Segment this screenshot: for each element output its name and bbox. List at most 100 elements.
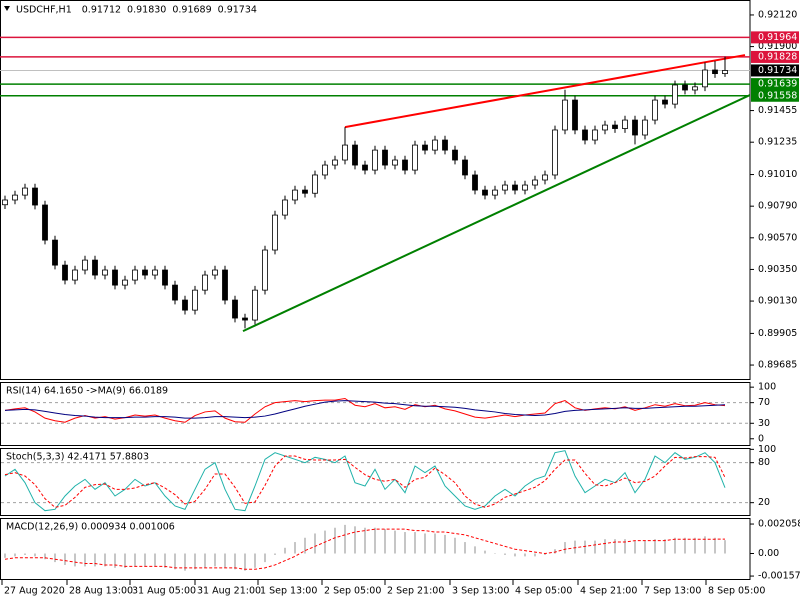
y-tick-label: 0.89905	[758, 328, 797, 339]
price-tag	[751, 50, 799, 63]
candle-body	[152, 269, 158, 276]
candle-body	[102, 269, 108, 276]
y-tick-label: 0.91235	[758, 137, 797, 148]
candle-body	[72, 269, 78, 281]
candle-body	[432, 139, 438, 151]
candle-body	[302, 189, 308, 194]
candle-body	[192, 289, 198, 311]
collapse-icon	[4, 6, 10, 11]
candle-body	[472, 174, 478, 191]
candle-body	[702, 69, 708, 88]
price-tag-label: 0.91734	[758, 65, 797, 76]
ohlc-value: 0.91689	[172, 5, 211, 16]
candle-body	[292, 189, 298, 201]
y-tick-label: 0.90790	[758, 201, 797, 212]
y-tick-label: 0.89685	[758, 360, 797, 371]
candle-body	[692, 86, 698, 91]
candle-body	[622, 119, 628, 129]
candle-body	[352, 144, 358, 166]
candle-body	[282, 199, 288, 216]
trendline	[242, 94, 750, 333]
y-tick-label: 0.002058	[758, 519, 800, 530]
x-tick-label: 2 Sep 05:00	[324, 586, 381, 597]
price-tag-label: 0.91964	[758, 32, 797, 43]
chart-title: USDCHF,H1	[16, 5, 72, 16]
y-tick-label: 0.91010	[758, 169, 797, 180]
y-tick-label: 100	[758, 444, 776, 455]
indicator-label: RSI(14) 64.1650 ->MA(9) 66.0189	[6, 386, 168, 397]
trendline	[344, 54, 746, 129]
y-tick-label: 0.90130	[758, 296, 797, 307]
candle-body	[712, 69, 718, 75]
candle-body	[502, 184, 508, 191]
price-plot	[0, 36, 750, 333]
candle-body	[132, 269, 138, 281]
candle-body	[372, 149, 378, 171]
candle-body	[312, 174, 318, 194]
candle-body	[92, 259, 98, 276]
candle-body	[722, 70, 728, 75]
candle-body	[602, 124, 608, 131]
candle-body	[12, 194, 18, 201]
x-tick-label: 1 Sep 13:00	[260, 586, 317, 597]
candle-body	[572, 99, 578, 131]
candle-body	[322, 164, 328, 176]
x-tick-label: 4 Sep 21:00	[580, 586, 637, 597]
candle-body	[232, 299, 238, 319]
indicator-line	[4, 400, 726, 419]
candle-body	[2, 199, 8, 206]
candle-body	[332, 159, 338, 166]
y-tick-label: 0.90570	[758, 232, 797, 243]
candle-body	[262, 249, 268, 291]
y-tick-label: 0.92120	[758, 9, 797, 20]
x-tick-label: 7 Sep 13:00	[644, 586, 701, 597]
ohlc-value: 0.91734	[218, 5, 257, 16]
candle-body	[362, 164, 368, 171]
candle-body	[592, 129, 598, 141]
price-tag	[751, 78, 799, 91]
candle-body	[462, 159, 468, 176]
candle-body	[22, 187, 28, 196]
y-tick-label: 20	[758, 497, 770, 508]
candle-body	[42, 204, 48, 241]
y-tick-label: 0.91900	[758, 41, 797, 52]
ohlc-value: 0.91830	[127, 5, 166, 16]
price-tag	[751, 31, 799, 44]
price-tag	[751, 64, 799, 77]
y-tick-label: 0	[758, 433, 764, 444]
y-tick-label: 0.90350	[758, 264, 797, 275]
candle-body	[112, 269, 118, 286]
y-tick-label: 30	[758, 418, 770, 429]
candle-body	[632, 119, 638, 136]
panel-frame	[0, 518, 751, 580]
candle-body	[652, 99, 658, 121]
candle-body	[662, 99, 668, 105]
y-tick-label: 0.91455	[758, 105, 797, 116]
candle-body	[82, 259, 88, 271]
candle-body	[412, 144, 418, 171]
candle-body	[272, 214, 278, 251]
x-tick-label: 28 Aug 13:00	[69, 586, 133, 597]
indicator-line	[4, 455, 726, 508]
x-tick-label: 4 Sep 05:00	[515, 586, 572, 597]
y-tick-label: 70	[758, 397, 770, 408]
candle-body	[122, 279, 128, 286]
candle-body	[142, 269, 148, 276]
candle-body	[642, 119, 648, 136]
x-tick-label: 31 Aug 05:00	[132, 586, 196, 597]
price-tag	[751, 89, 799, 102]
candle-body	[672, 84, 678, 105]
candle-body	[252, 289, 258, 321]
candle-body	[482, 189, 488, 196]
candle-body	[562, 99, 568, 131]
candle-body	[212, 269, 218, 276]
x-tick-label: 31 Aug 21:00	[197, 586, 261, 597]
price-tag-label: 0.91639	[758, 79, 797, 90]
candle-body	[182, 299, 188, 311]
candle-body	[382, 149, 388, 166]
x-tick-label: 8 Sep 05:00	[708, 586, 765, 597]
y-tick-label: 0.00	[758, 548, 779, 559]
candle-body	[242, 317, 248, 321]
price-tag-label: 0.91828	[758, 51, 797, 62]
y-tick-label: 100	[758, 382, 776, 393]
